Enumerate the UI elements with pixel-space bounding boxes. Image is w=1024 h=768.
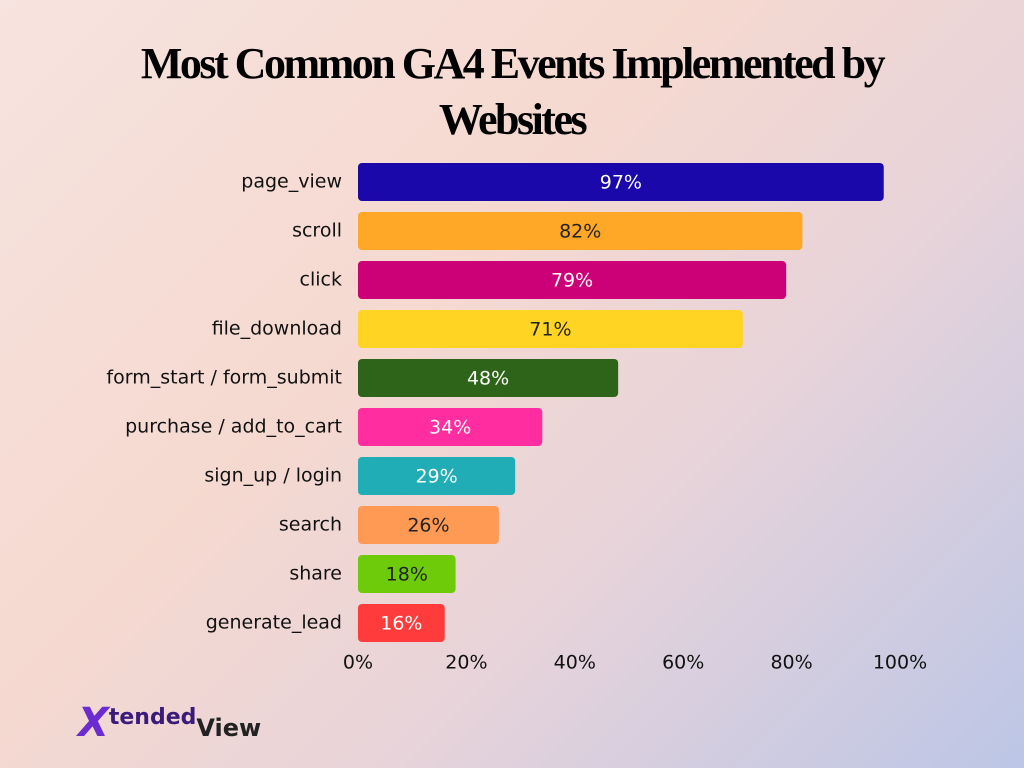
value-label: 29% <box>415 466 457 488</box>
bar <box>358 310 743 348</box>
y-tick-label: sign_up / login <box>204 465 342 487</box>
bar <box>358 163 884 201</box>
y-tick-label: generate_lead <box>206 612 342 634</box>
value-label: 48% <box>467 368 509 390</box>
x-tick-label: 60% <box>662 652 704 674</box>
value-label: 26% <box>407 515 449 537</box>
value-label: 16% <box>380 613 422 635</box>
bar <box>358 212 803 250</box>
y-tick-label: click <box>300 269 342 291</box>
value-label: 82% <box>559 221 601 243</box>
logo-word: tended <box>108 705 197 730</box>
x-tick-label: 40% <box>554 652 596 674</box>
bar <box>358 506 499 544</box>
value-label: 97% <box>600 172 642 194</box>
x-tick-label: 20% <box>445 652 487 674</box>
value-label: 79% <box>551 270 593 292</box>
logo: XtendedView <box>78 700 261 746</box>
y-tick-label: share <box>289 563 342 585</box>
value-label: 18% <box>386 564 428 586</box>
value-label: 34% <box>429 417 471 439</box>
y-tick-label: form_start / form_submit <box>106 367 342 389</box>
bar <box>358 457 516 495</box>
bar <box>358 555 456 593</box>
bar <box>358 261 787 299</box>
y-tick-label: page_view <box>241 171 342 193</box>
x-tick-label: 80% <box>770 652 812 674</box>
y-tick-label: purchase / add_to_cart <box>125 416 342 438</box>
x-tick-label: 100% <box>873 652 927 674</box>
logo-word: View <box>196 714 262 742</box>
value-label: 71% <box>529 319 571 341</box>
chart: 0% 20% 40% 60% 80% 100% page_view 97% scroll 82% c… <box>106 163 927 674</box>
y-tick-label: search <box>279 514 342 536</box>
y-tick-label: file_download <box>212 318 342 340</box>
bar <box>358 359 619 397</box>
bar <box>358 604 445 642</box>
bar <box>358 408 543 446</box>
logo-mark: X <box>78 700 109 746</box>
y-tick-label: scroll <box>292 220 342 242</box>
chart-title: Most Common GA4 Events Implemented by We… <box>140 39 886 144</box>
x-tick-label: 0% <box>343 652 373 674</box>
